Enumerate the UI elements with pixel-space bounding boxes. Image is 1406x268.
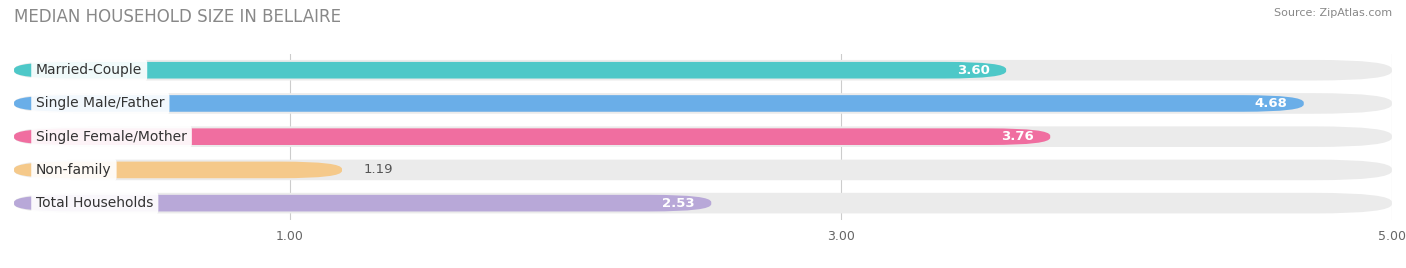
Text: 2.53: 2.53 [662,197,695,210]
Text: 3.60: 3.60 [956,64,990,77]
Text: Total Households: Total Households [37,196,153,210]
Text: 1.19: 1.19 [364,163,394,176]
FancyBboxPatch shape [14,162,342,178]
Text: 3.76: 3.76 [1001,130,1033,143]
FancyBboxPatch shape [14,60,1392,80]
Text: Source: ZipAtlas.com: Source: ZipAtlas.com [1274,8,1392,18]
FancyBboxPatch shape [14,93,1392,114]
FancyBboxPatch shape [14,160,1392,180]
FancyBboxPatch shape [14,62,1007,79]
FancyBboxPatch shape [14,95,1303,112]
FancyBboxPatch shape [14,126,1392,147]
FancyBboxPatch shape [14,193,1392,213]
Text: 4.68: 4.68 [1254,97,1288,110]
Text: Non-family: Non-family [37,163,111,177]
Text: Single Female/Mother: Single Female/Mother [37,130,187,144]
Text: Married-Couple: Married-Couple [37,63,142,77]
FancyBboxPatch shape [14,195,711,211]
FancyBboxPatch shape [14,128,1050,145]
Text: Single Male/Father: Single Male/Father [37,96,165,110]
Text: MEDIAN HOUSEHOLD SIZE IN BELLAIRE: MEDIAN HOUSEHOLD SIZE IN BELLAIRE [14,8,342,26]
